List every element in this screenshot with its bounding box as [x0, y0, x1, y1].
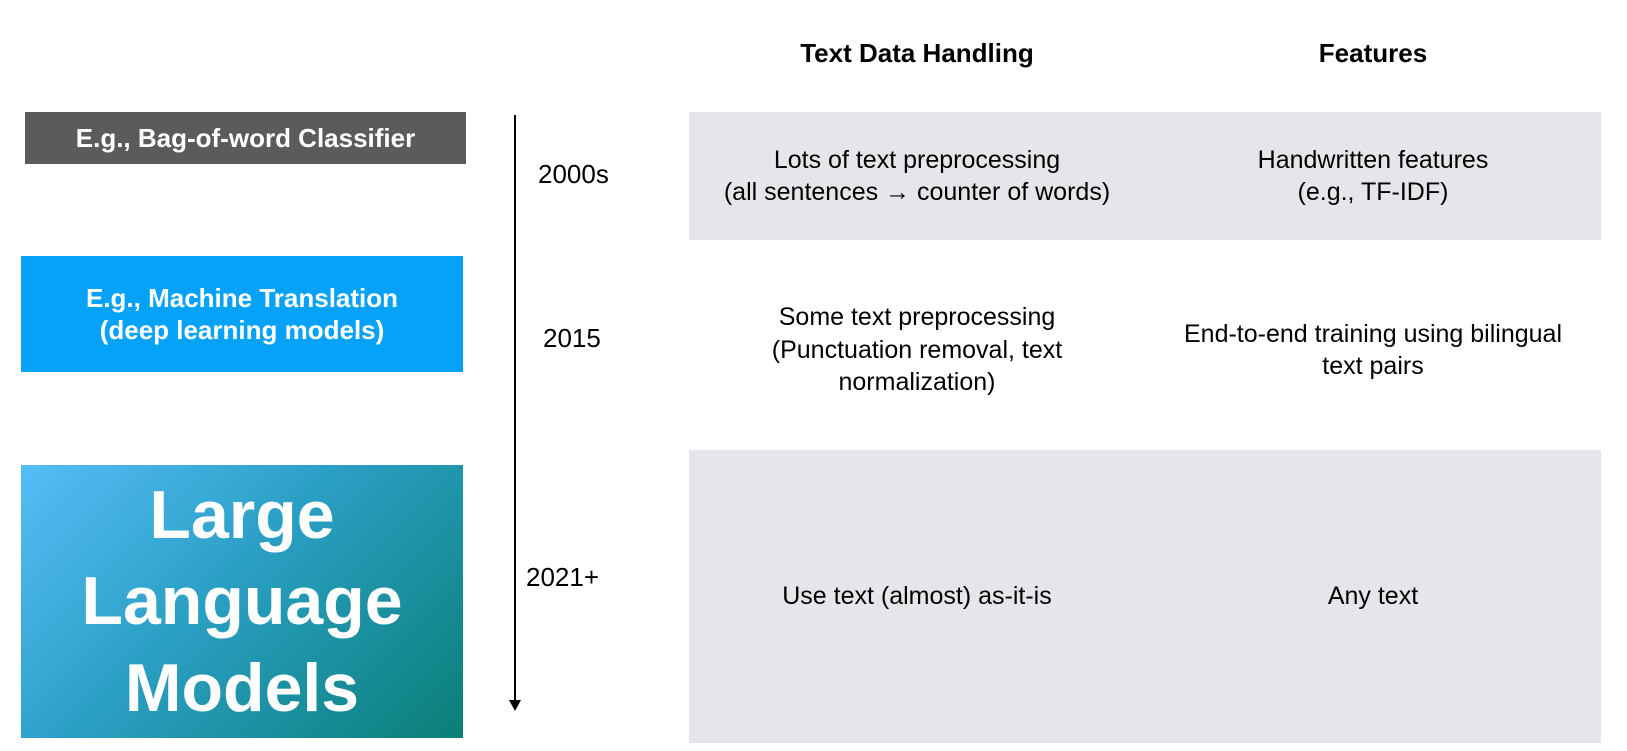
era-box-bag-of-words: E.g., Bag-of-word Classifier: [25, 112, 466, 164]
cell-line: Use text (almost) as-it-is: [782, 582, 1052, 611]
features-cell: End-to-end training using bilingual text…: [1145, 280, 1601, 420]
table-row: Some text preprocessing (Punctuation rem…: [689, 280, 1601, 420]
text-handling-cell: Some text preprocessing (Punctuation rem…: [689, 280, 1145, 420]
era-label: E.g., Bag-of-word Classifier: [75, 122, 416, 153]
cell-line: (e.g., TF-IDF): [1297, 178, 1449, 206]
cell-line: Handwritten features: [1257, 145, 1489, 174]
header-text-data-handling: Text Data Handling: [800, 38, 1034, 68]
features-cell: Any text: [1145, 450, 1601, 743]
year-label-2000s: 2000s: [538, 159, 609, 189]
cell-line: text pairs: [1322, 352, 1424, 380]
year-label-2021: 2021+: [526, 562, 600, 592]
cell-line: Lots of text preprocessing: [773, 145, 1061, 174]
era-label-line: Models: [124, 649, 360, 726]
text-handling-cell: Use text (almost) as-it-is: [689, 450, 1145, 743]
year-label-2015: 2015: [543, 323, 601, 353]
era-label-line: Large: [149, 476, 335, 553]
cell-line: Some text preprocessing: [778, 303, 1056, 332]
era-label-line: Language: [81, 563, 403, 640]
era-box-machine-translation: E.g., Machine Translation (deep learning…: [21, 256, 463, 372]
cell-line: Any text: [1327, 582, 1419, 611]
era-box-large-language-models: Large Language Models: [21, 465, 463, 738]
cell-line: normalization): [838, 368, 996, 397]
text-handling-cell: Lots of text preprocessing (all sentence…: [689, 112, 1145, 240]
era-label-line: E.g., Machine Translation: [85, 282, 399, 313]
features-cell: Handwritten features (e.g., TF-IDF): [1145, 112, 1601, 240]
era-label-line: (deep learning models): [99, 315, 385, 345]
timeline-arrow-icon: [509, 700, 521, 711]
cell-line: (Punctuation removal, text: [771, 335, 1063, 364]
timeline-line: [514, 115, 516, 703]
cell-line: End-to-end training using bilingual: [1183, 319, 1563, 348]
table-row: Lots of text preprocessing (all sentence…: [689, 112, 1601, 240]
table-row: Use text (almost) as-it-is Any text: [689, 450, 1601, 743]
header-features: Features: [1318, 38, 1428, 68]
cell-line: (all sentences → counter of words): [723, 178, 1111, 206]
